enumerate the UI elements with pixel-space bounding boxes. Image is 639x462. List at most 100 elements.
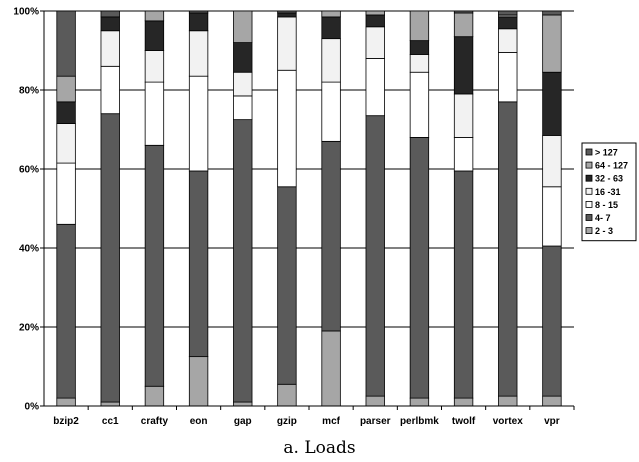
y-axis-tick-labels: 0% 20% 40% 60% 80% 100% [13,7,39,413]
bar-segment [56,101,76,124]
bar-stacks [56,10,562,407]
grid-lines [44,10,574,328]
y-tick-label: 20% [19,323,39,334]
bar-segment [188,12,209,32]
bar-segment [365,395,385,407]
bar-segment [321,81,341,142]
x-tick-label: gap [234,416,252,427]
x-tick-label: perlbmk [400,416,439,427]
bar-segment [100,401,120,407]
y-tick-label: 80% [19,86,39,97]
bar-segment [409,54,430,73]
x-tick-label: bzip2 [53,416,79,427]
bar-segment [56,75,76,103]
x-tick-label: gzip [277,416,297,427]
bar-segment [453,397,474,407]
bar-segment [188,30,209,77]
bar-segment [233,119,253,403]
legend-label: 4- 7 [595,213,611,223]
y-tick-label: 0% [25,402,40,413]
bar-segment [453,10,474,14]
figure-caption: a. Loads [283,438,356,458]
bar-segment [100,65,120,115]
x-tick-label: vortex [493,416,523,427]
bar-segment [542,186,562,247]
bar-segment [188,170,209,358]
bar-segment [188,75,209,172]
bar-segment [321,140,341,332]
bar-segment [453,93,474,138]
bar-segment [144,20,165,51]
bar-segment [453,12,474,38]
bar-segment [409,40,430,55]
bar-segment [233,71,253,97]
legend-label: 32 - 63 [595,174,623,184]
bar-segment [188,10,209,14]
bar-segment [277,10,297,14]
bar-segment [233,42,253,73]
bar-segment [542,135,562,188]
bar-segment [144,144,165,387]
bar-segment [188,356,209,407]
bar-segment [453,136,474,172]
bar-segment [321,16,341,40]
legend-swatch [585,187,593,195]
bar-segment [409,136,430,399]
x-axis-tick-labels: bzip2 cc1 crafty eon gap gzip mcf parser perlbmk… [53,416,560,427]
bar-segment [365,26,385,59]
x-tick-label: parser [360,416,391,427]
bar-segment [233,10,253,44]
bar-segment [409,397,430,407]
bar-segment [542,71,562,136]
x-tick-label: cc1 [102,416,119,427]
bar-segment [498,52,518,103]
bar-segment [453,36,474,95]
legend-swatch [585,200,593,208]
legend-swatch [585,174,593,182]
y-tick-label: 40% [19,244,39,255]
x-tick-label: vpr [544,416,560,427]
bar-segment [498,10,518,16]
bar-segment [144,50,165,83]
bar-segment [277,16,297,71]
bar-segment [321,38,341,83]
bar-segment [277,12,297,18]
bar-segment [100,30,120,67]
bar-segment [542,14,562,73]
bar-segment [321,330,341,407]
bar-segment [56,397,76,407]
bar-segment [144,81,165,146]
bar-segment [100,16,120,32]
bar-segment [542,10,562,16]
bar-segment [321,10,341,18]
bar-segment [498,16,518,30]
bar-segment [277,383,297,407]
x-tick-label: twolf [452,416,476,427]
bar-segment [498,395,518,407]
x-tick-label: mcf [322,416,340,427]
legend-swatch [585,148,593,156]
bar-segment [277,69,297,188]
bar-segment [233,95,253,121]
bar-segment [365,10,385,16]
bar-segment [365,14,385,28]
bar-segment [365,58,385,117]
bar-segment [542,395,562,407]
legend-label: 64 - 127 [595,161,628,171]
bar-segment [453,170,474,399]
bar-segment [144,385,165,407]
legend: > 127 64 - 127 32 - 63 16 -31 8 - 15 4- 7 2 - … [581,142,637,242]
bar-segment [144,10,165,22]
bar-segment [56,10,76,77]
legend-label: 8 - 15 [595,200,618,210]
bar-segment [56,223,76,399]
legend-swatch [585,214,593,221]
bar-segment [542,245,562,397]
bar-segment [100,10,120,18]
bar-segment [56,123,76,164]
bar-segment [56,162,76,225]
bar-segment [498,101,518,397]
legend-label: 2 - 3 [595,226,613,236]
bar-segment [233,401,253,407]
